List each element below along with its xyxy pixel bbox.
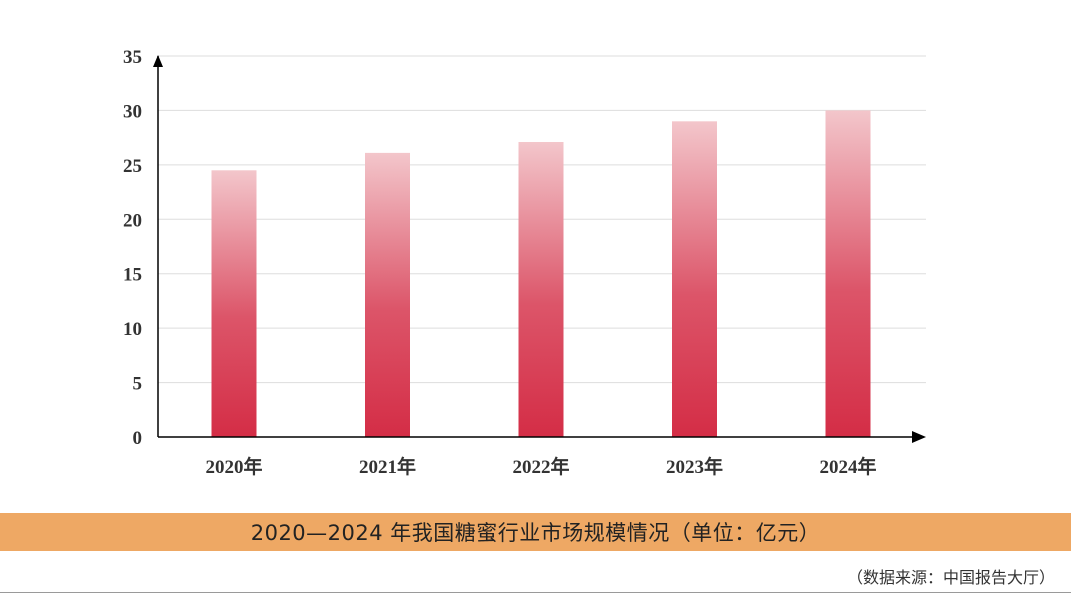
x-category-label: 2020年 [205,455,262,478]
y-tick-label: 15 [123,265,142,286]
y-tick-label: 30 [123,101,142,122]
y-tick-label: 20 [123,210,142,231]
data-source-note: （数据来源：中国报告大厅） [846,568,1055,587]
bar-2023年 [672,121,717,438]
y-tick-label: 5 [133,374,143,395]
y-tick-label: 10 [123,319,142,340]
x-category-label: 2022年 [512,455,569,478]
bar-2024年 [825,110,871,437]
x-category-label: 2024年 [819,455,876,478]
bar-2022年 [518,141,564,438]
y-axis-ticks: 0 5 10 15 20 25 30 35 [123,47,142,449]
caption-bar: 2020—2024 年我国糖蜜行业市场规模情况（单位：亿元） [0,513,1071,551]
y-axis-arrow [153,55,163,67]
chart-title: 2020—2024 年我国糖蜜行业市场规模情况（单位：亿元） [250,521,821,545]
bars [211,110,871,438]
bar-2021年 [365,152,410,437]
bar-chart: 0 5 10 15 20 25 30 35 2020年 2021年 2022年 2023年 2024年 [123,47,926,478]
y-tick-label: 35 [123,47,142,68]
x-category-label: 2021年 [359,455,416,478]
x-category-label: 2023年 [666,455,723,478]
x-axis-labels: 2020年 2021年 2022年 2023年 2024年 [205,455,876,478]
bottom-divider [0,592,1071,593]
bar-2020年 [211,170,257,438]
y-tick-label: 25 [123,156,142,177]
y-tick-label: 0 [133,428,143,449]
axes [153,55,926,443]
x-axis-arrow [912,431,926,443]
